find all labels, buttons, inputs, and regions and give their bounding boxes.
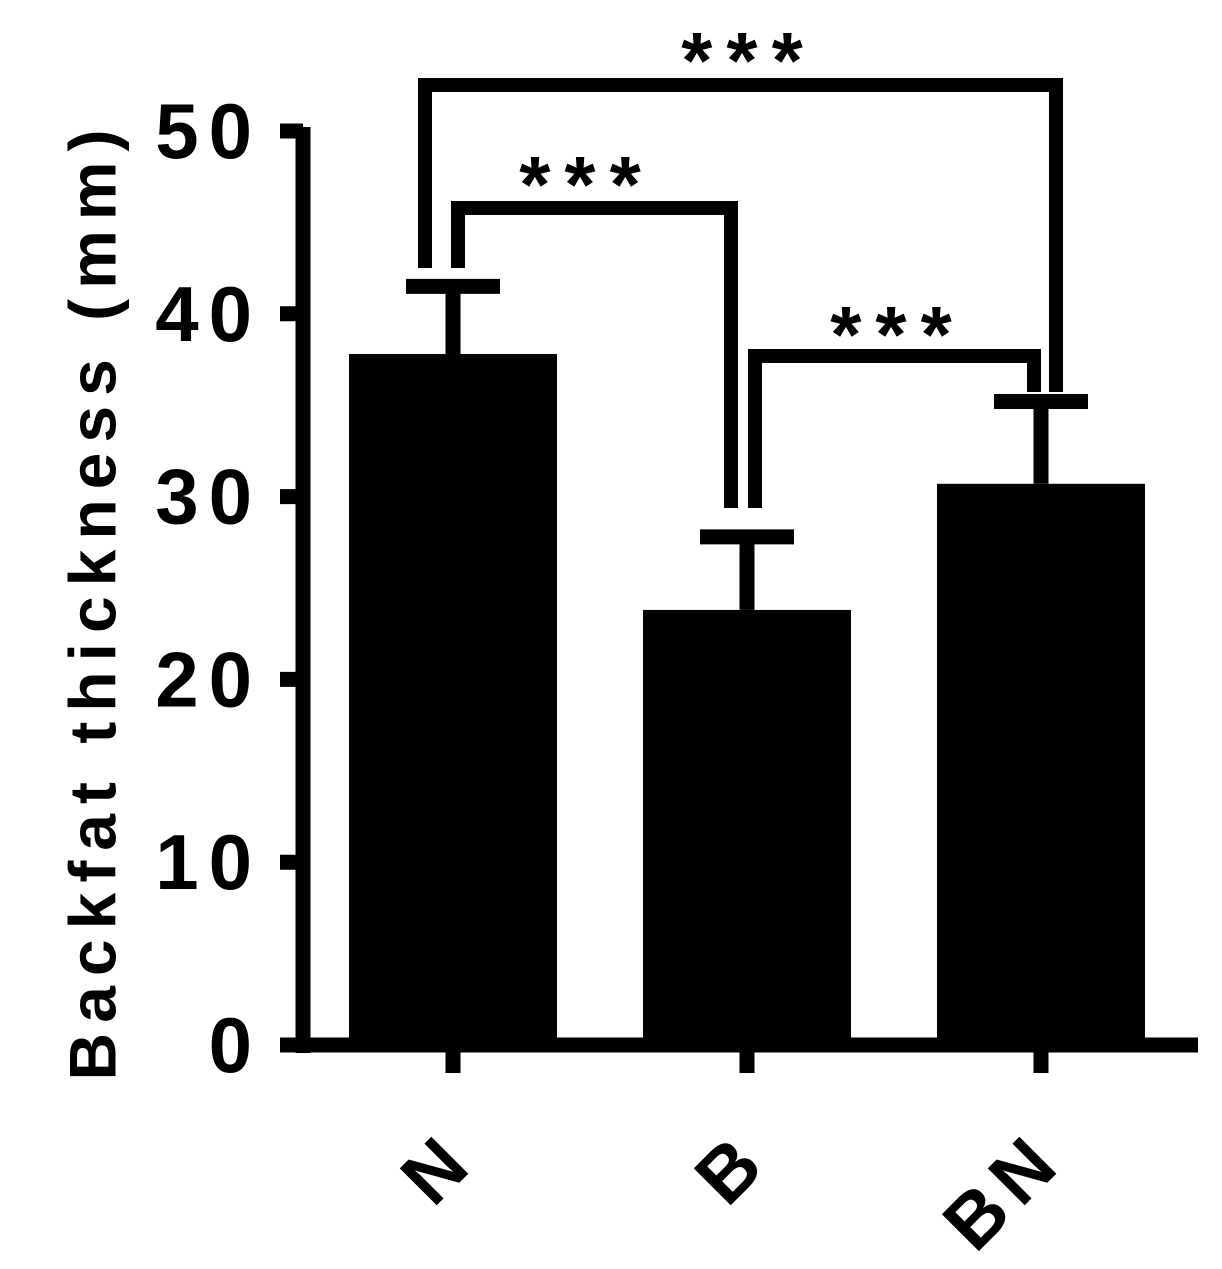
significance-bracket-B-BN (748, 349, 1041, 508)
bar-B (643, 609, 851, 1045)
x-category-label-N: N (385, 1115, 491, 1221)
significance-label-N-B: *** (519, 140, 654, 229)
bar-N (349, 354, 557, 1045)
significance-bracket-N-BN (418, 78, 1063, 392)
y-axis-title: Backfat thickness (mm) (55, 120, 129, 1081)
significance-label-N-BN: *** (681, 16, 816, 105)
y-tick-label-40: 40 (155, 270, 262, 358)
y-tick-label-10: 10 (155, 818, 262, 906)
x-category-label-B: B (679, 1115, 785, 1221)
y-tick-label-50: 50 (155, 87, 262, 175)
significance-label-B-BN: *** (830, 290, 965, 379)
y-tick-label-20: 20 (155, 635, 262, 723)
significance-bracket-N-B (451, 201, 738, 508)
y-tick-label-0: 0 (209, 1001, 262, 1089)
bar-BN (937, 483, 1145, 1046)
x-category-label-BN: BN (927, 1115, 1079, 1267)
y-tick-label-30: 30 (155, 453, 262, 541)
